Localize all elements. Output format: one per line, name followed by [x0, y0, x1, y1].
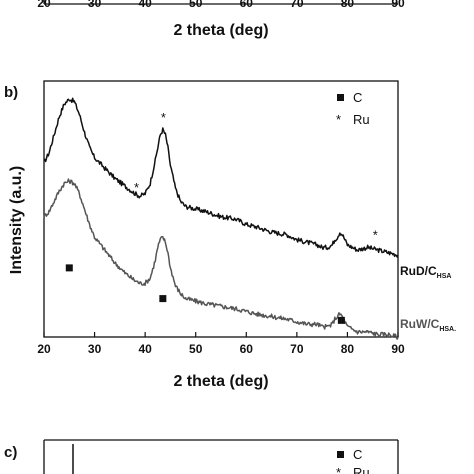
carbon-peak-marker: [337, 316, 345, 324]
rud-label: RuD/CHSA: [400, 264, 451, 280]
plot-frame: [43, 80, 399, 338]
panel-c-letter: c): [4, 444, 17, 461]
rud-label-sub: HSA: [437, 273, 452, 280]
x-tick-label-60: 60: [240, 342, 254, 356]
legend-carbon-marker: [337, 94, 344, 101]
x-tick-label-30: 30: [88, 342, 102, 356]
series-line-rud: [43, 97, 399, 258]
peak-markers: * * *: [65, 110, 378, 324]
x-tick-label-50: 50: [189, 342, 203, 356]
top-x-tick-label-50: 50: [189, 0, 203, 10]
top-panel: 20 30 40 50 60 70 80 90 2 theta (deg): [37, 0, 405, 39]
series-lines: [43, 97, 399, 340]
panel-b-letter: b): [4, 84, 18, 101]
legend-ru-marker: *: [336, 112, 341, 127]
x-tick-label-80: 80: [341, 342, 355, 356]
legend-carbon-label: C: [353, 90, 362, 105]
series-line-ruw: [43, 178, 399, 340]
legend-ru-label: Ru: [353, 112, 370, 127]
rud-label-main: RuD/C: [400, 264, 437, 278]
top-x-axis-title: 2 theta (deg): [173, 22, 268, 39]
top-x-tick-label-90: 90: [391, 0, 405, 10]
top-x-ticks: 20 30 40 50 60 70 80 90: [37, 0, 405, 10]
top-x-tick-label-70: 70: [290, 0, 304, 10]
panel-c: c) C * Ru: [4, 439, 399, 474]
ru-peak-marker: *: [161, 110, 166, 125]
x-tick-label-70: 70: [290, 342, 304, 356]
panel-c-legend-ru-marker: *: [336, 465, 341, 474]
top-x-tick-label-40: 40: [138, 0, 152, 10]
ruw-label: RuW/CHSA.: [400, 317, 456, 333]
x-ticks: 20 30 40 50 60 70 80 90: [37, 332, 405, 356]
carbon-peak-marker: [159, 295, 167, 303]
top-x-tick-label-30: 30: [88, 0, 102, 10]
top-x-tick-label-60: 60: [240, 0, 254, 10]
top-x-tick-label-20: 20: [37, 0, 51, 10]
panel-c-legend-ru-label: Ru: [353, 465, 370, 474]
ruw-label-main: RuW/C: [400, 317, 440, 331]
ru-peak-marker: *: [134, 180, 139, 195]
x-tick-label-20: 20: [37, 342, 51, 356]
x-tick-label-40: 40: [138, 342, 152, 356]
panel-b: b) Intensity (a.u.) 20 30 40 50 60 70 80 90 2 t…: [4, 80, 456, 390]
y-axis-title: Intensity (a.u.): [8, 166, 25, 274]
ruw-label-sub: HSA.: [439, 326, 456, 333]
x-tick-label-90: 90: [391, 342, 405, 356]
panel-c-legend-carbon-marker: [337, 451, 344, 458]
x-axis-title: 2 theta (deg): [173, 373, 268, 390]
legend: C * Ru: [336, 90, 370, 127]
panel-c-legend-carbon-label: C: [353, 447, 362, 462]
carbon-peak-marker: [65, 264, 73, 272]
top-x-tick-label-80: 80: [341, 0, 355, 10]
ru-peak-marker: *: [373, 228, 378, 243]
